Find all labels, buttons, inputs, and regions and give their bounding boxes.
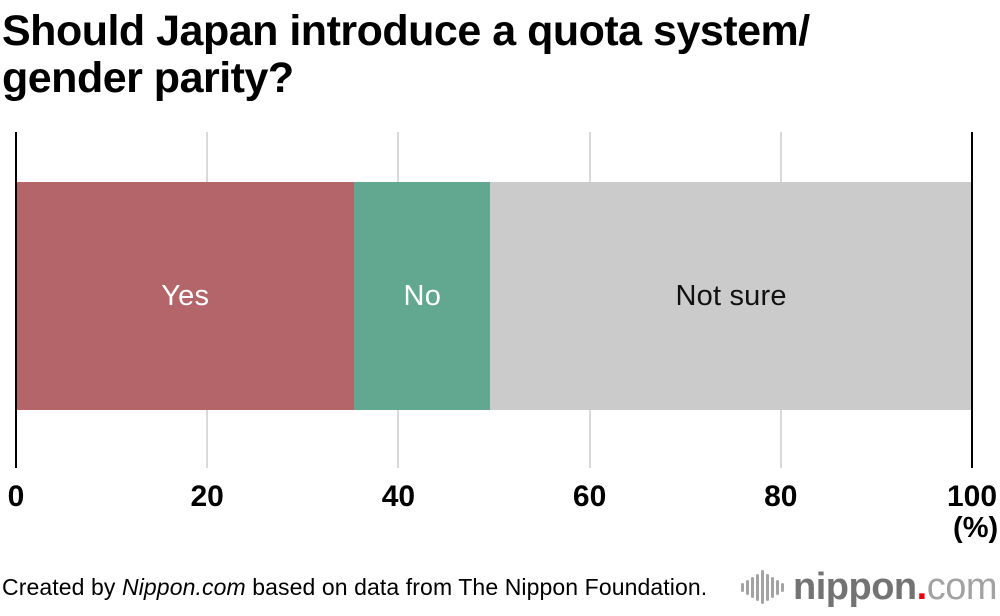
credit-line: Created by Nippon.com based on data from… [2, 574, 707, 601]
waveform-bar [771, 576, 775, 598]
waveform-bar [741, 582, 745, 592]
waveform-bar [776, 579, 780, 595]
credit-prefix: Created by [2, 573, 122, 600]
x-axis: (%) 0 20 40 60 80 100 [8, 468, 999, 546]
nippon-com-logo: nippon.com [741, 568, 998, 606]
logo-name: nippon [793, 566, 917, 608]
bar-segment-not-sure: Not sure [490, 182, 972, 410]
axis-edge-line [971, 132, 973, 468]
footer: Created by Nippon.com based on data from… [2, 568, 998, 606]
chart-title: Should Japan introduce a quota system/ g… [0, 0, 1000, 102]
x-tick-label: 100 [946, 480, 998, 513]
segment-label-yes: Yes [161, 279, 210, 312]
chart-title-line1: Should Japan introduce a quota system/ [2, 7, 810, 55]
stacked-bar: Yes No Not sure [16, 182, 972, 410]
waveform-icon [741, 569, 785, 605]
segment-label-not-sure: Not sure [675, 279, 787, 312]
waveform-bar [756, 573, 760, 601]
waveform-bar [746, 579, 750, 595]
waveform-bar [766, 573, 770, 601]
x-tick-label: 40 [381, 480, 416, 513]
chart-title-line2: gender parity? [2, 54, 294, 102]
waveform-bar [751, 576, 755, 598]
bar-segment-yes: Yes [16, 182, 355, 410]
x-tick-label: 20 [190, 480, 224, 513]
bar-segment-no: No [354, 182, 491, 410]
stacked-bar-chart: Yes No Not sure (%) 0 20 40 60 80 100 [0, 132, 1000, 546]
waveform-bar [781, 582, 785, 592]
axis-edge-line [15, 132, 17, 468]
x-tick-label: 0 [7, 480, 25, 513]
x-axis-unit-label: (%) [953, 512, 999, 544]
plot-area: Yes No Not sure [15, 132, 973, 468]
logo-tld: com [926, 566, 998, 608]
logo-dot: . [916, 566, 928, 608]
x-tick-label: 80 [764, 480, 798, 513]
segment-label-no: No [403, 279, 442, 312]
x-tick-label: 60 [572, 480, 607, 513]
logo-wordmark: nippon.com [793, 568, 997, 606]
credit-source: Nippon.com [122, 573, 246, 600]
credit-suffix: based on data from The Nippon Foundation… [245, 573, 708, 600]
waveform-bar [761, 570, 765, 604]
